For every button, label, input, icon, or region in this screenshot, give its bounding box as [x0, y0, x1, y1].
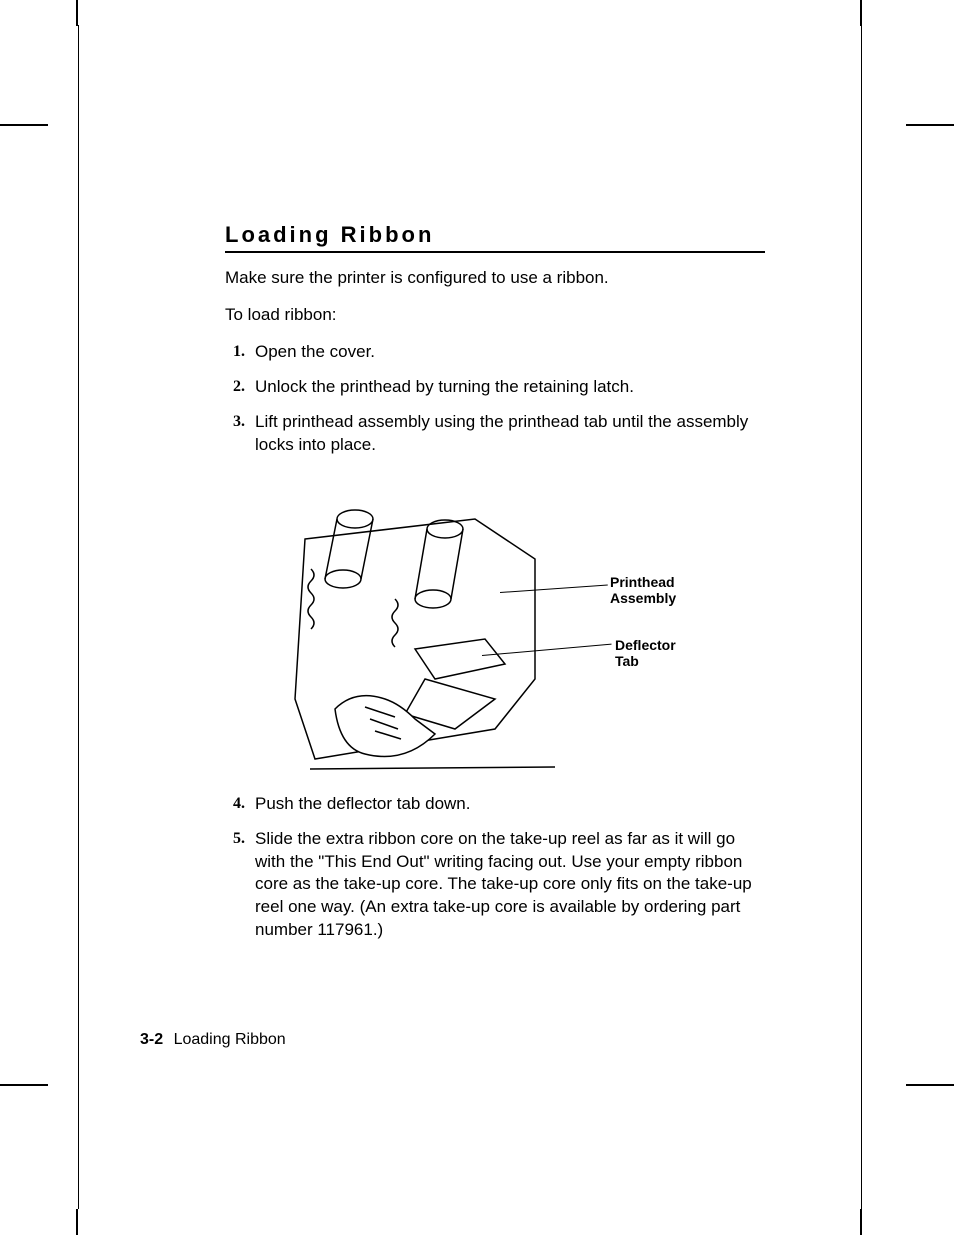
printer-illustration-icon — [275, 469, 575, 779]
step-num: 2. — [225, 376, 255, 398]
crop-mark-top-right-h — [906, 124, 954, 126]
callout-label: Tab — [615, 653, 676, 670]
crop-mark-bot-right-v — [860, 1209, 862, 1235]
footer-chapter-title: Loading Ribbon — [174, 1031, 286, 1048]
intro-toload: To load ribbon: — [225, 304, 765, 327]
crop-mark-bot-left-v — [76, 1209, 78, 1235]
steps-list: 1. Open the cover. 2. Unlock the printhe… — [225, 341, 765, 457]
callout-printhead-assembly: Printhead Assembly — [610, 574, 676, 608]
step-2: 2. Unlock the printhead by turning the r… — [225, 376, 765, 399]
section-title: Loading Ribbon — [225, 222, 765, 253]
callout-deflector-tab: Deflector Tab — [615, 637, 676, 671]
callout-label: Deflector — [615, 637, 676, 654]
step-text: Push the deflector tab down. — [255, 793, 765, 816]
step-num: 4. — [225, 793, 255, 815]
step-5: 5. Slide the extra ribbon core on the ta… — [225, 828, 765, 943]
step-text: Slide the extra ribbon core on the take-… — [255, 828, 765, 943]
step-1: 1. Open the cover. — [225, 341, 765, 364]
page-content: Loading Ribbon Make sure the printer is … — [225, 222, 765, 954]
figure-printhead-assembly: Printhead Assembly Deflector Tab — [275, 469, 715, 779]
step-num: 1. — [225, 341, 255, 363]
callout-label: Assembly — [610, 590, 676, 607]
step-3: 3. Lift printhead assembly using the pri… — [225, 411, 765, 457]
step-text: Lift printhead assembly using the printh… — [255, 411, 765, 457]
step-text: Unlock the printhead by turning the reta… — [255, 376, 765, 399]
crop-mark-top-left-h — [0, 124, 48, 126]
intro-config: Make sure the printer is configured to u… — [225, 267, 765, 290]
step-text: Open the cover. — [255, 341, 765, 364]
crop-mark-top-left-v — [76, 0, 78, 26]
crop-mark-bot-left-h — [0, 1084, 48, 1086]
steps-list-continued: 4. Push the deflector tab down. 5. Slide… — [225, 793, 765, 943]
crop-mark-bot-right-h — [906, 1084, 954, 1086]
step-num: 3. — [225, 411, 255, 433]
crop-mark-top-right-v — [860, 0, 862, 26]
page-footer: 3-2 Loading Ribbon — [140, 1031, 286, 1049]
step-num: 5. — [225, 828, 255, 850]
step-4: 4. Push the deflector tab down. — [225, 793, 765, 816]
page-number: 3-2 — [140, 1031, 163, 1048]
callout-label: Printhead — [610, 574, 676, 591]
